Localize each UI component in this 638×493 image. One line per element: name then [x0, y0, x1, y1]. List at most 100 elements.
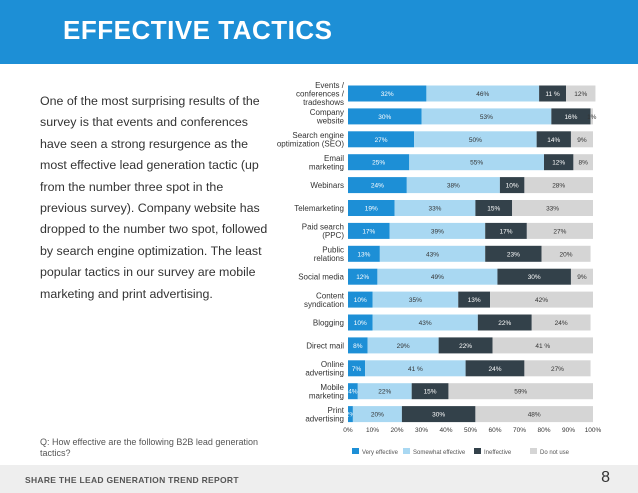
category-label-line: Mobile [320, 383, 344, 392]
bar-segment [524, 177, 593, 194]
bar-segment [348, 291, 373, 308]
category-label: Blogging [313, 319, 344, 328]
data-label: 32% [381, 91, 394, 98]
category-label: Company website [310, 108, 345, 126]
bar-segment [512, 200, 593, 216]
data-label: 7% [352, 366, 362, 373]
stacked-bar-chart: Events / conferences / tradeshows 32% 46% 11 … [277, 81, 602, 456]
x-tick-label: 80% [537, 427, 550, 434]
legend-swatch [474, 448, 481, 454]
data-label: 24% [555, 320, 568, 327]
data-label: 30% [432, 412, 445, 419]
data-label: 33% [428, 206, 441, 213]
bar-segment [414, 131, 537, 148]
data-label: 29% [397, 343, 410, 350]
data-label: 11 % [545, 91, 560, 98]
bar-segment [352, 406, 402, 423]
page-header: EFFECTIVE TACTICS [0, 0, 638, 64]
bar-segment [348, 177, 407, 194]
category-label: Email marketing [309, 154, 344, 172]
category-label: Content syndication [304, 291, 345, 309]
data-label: 49% [431, 274, 444, 281]
category-label: Events / conferences / tradeshows [296, 81, 345, 107]
x-tick-label: 30% [415, 427, 428, 434]
data-label: 24% [371, 183, 384, 190]
category-label: Mobile marketing [309, 383, 345, 401]
category-label: Webinars [310, 181, 344, 190]
data-label: 24% [488, 366, 501, 373]
data-label: 55% [470, 160, 483, 167]
data-label: 19% [365, 206, 378, 213]
category-label-line: Print [328, 406, 345, 415]
data-label: 33% [546, 206, 559, 213]
data-label: 15% [424, 389, 437, 396]
data-label: 27% [551, 366, 564, 373]
bar-segment [458, 291, 491, 308]
x-tick-label: 90% [562, 427, 575, 434]
bar-segment [348, 337, 368, 354]
category-label: Direct mail [306, 341, 344, 350]
data-label: 20% [560, 251, 573, 258]
data-label: 12% [574, 91, 587, 98]
data-label: 8% [353, 343, 363, 350]
bar-segment [401, 406, 476, 423]
legend-swatch [352, 448, 359, 454]
bar-segment [573, 154, 593, 171]
bar-segment [348, 108, 422, 125]
bar-segment [348, 314, 373, 331]
data-label: 43% [419, 320, 432, 327]
category-label-line: Online [321, 360, 345, 369]
bar-segment [438, 337, 493, 354]
data-label: 10% [354, 320, 367, 327]
legend-label: Very effective [362, 450, 399, 456]
category-label: Search engine optimization (SEO) [277, 131, 345, 149]
category-label-line: Direct mail [306, 341, 344, 350]
data-label: 42% [535, 297, 548, 304]
data-label: 48% [528, 412, 541, 419]
data-label: 8% [578, 160, 588, 167]
bar-segment [379, 245, 486, 262]
data-label: 22% [378, 389, 391, 396]
data-label: 10% [354, 297, 367, 304]
bar-segment [365, 360, 466, 377]
data-label: 23% [507, 251, 520, 258]
bar-segment [485, 245, 542, 262]
category-label-line: Events / [315, 81, 345, 90]
data-label: 4% [348, 389, 358, 396]
bar-segment [348, 360, 366, 377]
x-tick-label: 70% [513, 427, 526, 434]
bar-segment [499, 177, 525, 194]
survey-question: Q: How effective are the following B2B l… [40, 437, 258, 458]
data-label: 2% [346, 412, 356, 419]
bar-segment [539, 85, 567, 102]
data-label: 10% [506, 183, 519, 190]
x-tick-label: 20% [390, 427, 403, 434]
bar-segment [409, 154, 544, 171]
category-label-line: Company [310, 108, 344, 117]
bar-segment [544, 154, 574, 171]
bar-segment [485, 222, 527, 239]
bar-segment [570, 131, 593, 148]
category-label-line: tradeshows [303, 98, 344, 107]
data-label: 50% [469, 137, 482, 144]
page-number: 8 [601, 469, 610, 486]
bar-segment [490, 291, 593, 308]
x-tick-label: 100% [585, 427, 602, 434]
data-label: 16% [564, 114, 577, 121]
bar-segment [524, 360, 591, 377]
category-label-line: (PPC) [322, 231, 344, 240]
data-label: 53% [480, 114, 493, 121]
data-label: 43% [426, 251, 439, 258]
data-label: 12% [552, 160, 565, 167]
x-tick-label: 50% [464, 427, 477, 434]
data-label: 27% [375, 137, 388, 144]
category-label-line: Telemarketing [294, 204, 344, 213]
bar-segment [551, 108, 591, 125]
footer-report-title[interactable]: SHARE THE LEAD GENERATION TREND REPORT [25, 475, 239, 485]
data-label: 22% [459, 343, 472, 350]
bar-segment [348, 245, 380, 262]
data-label: 17% [362, 228, 375, 235]
data-label: 15% [487, 206, 500, 213]
category-label-line: Blogging [313, 319, 344, 328]
data-label: 30% [528, 274, 541, 281]
